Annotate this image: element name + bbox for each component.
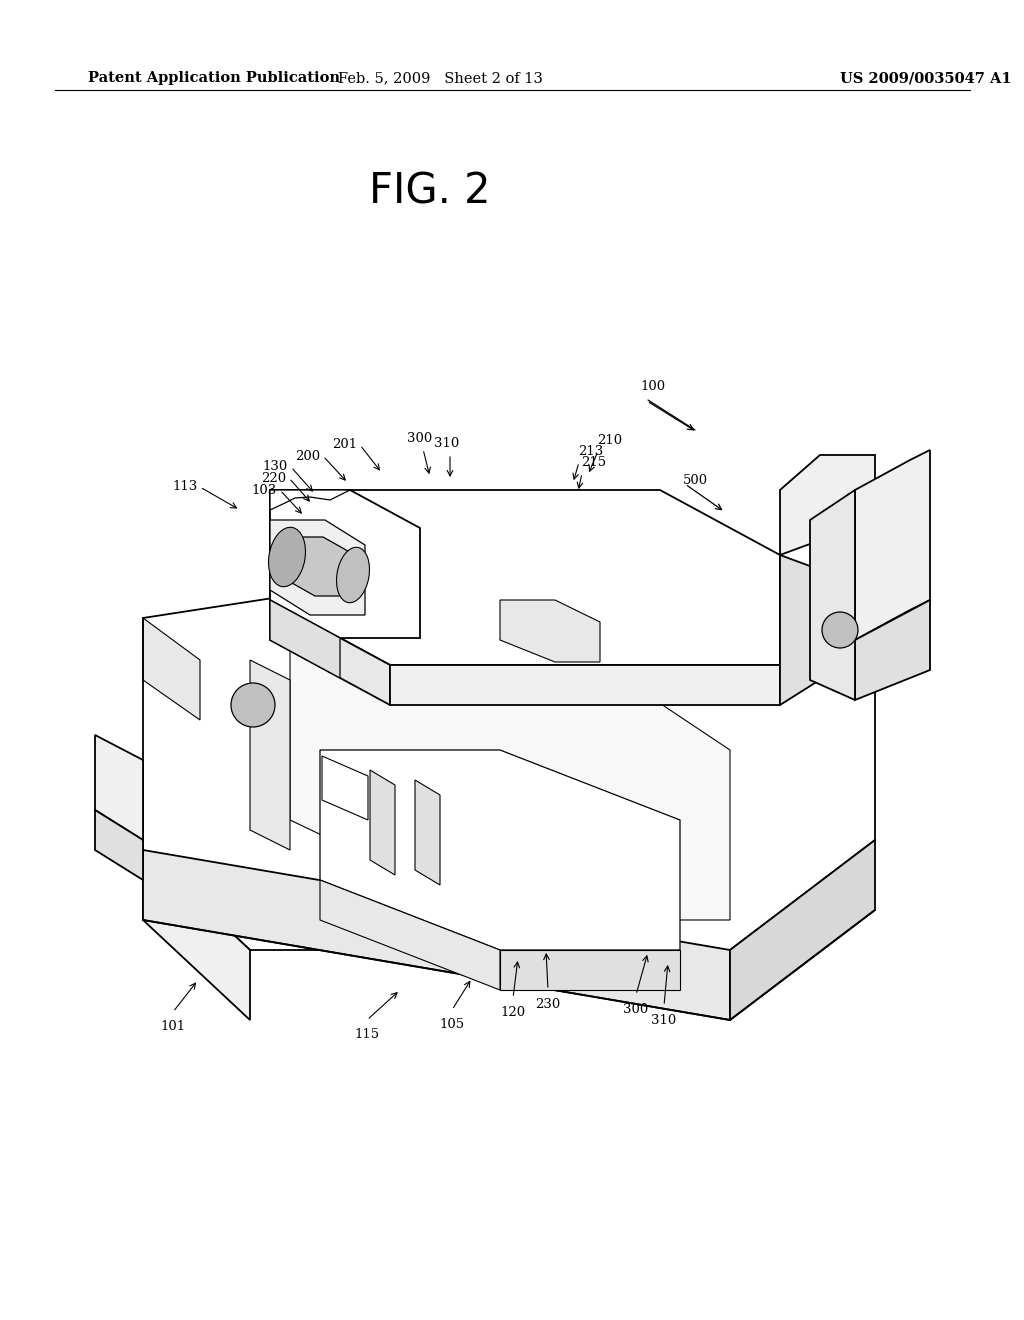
Text: 130: 130 bbox=[263, 461, 288, 474]
Polygon shape bbox=[319, 750, 680, 950]
Text: 230: 230 bbox=[536, 998, 560, 1011]
Polygon shape bbox=[855, 601, 930, 700]
Text: 200: 200 bbox=[295, 450, 319, 462]
Polygon shape bbox=[283, 537, 355, 597]
Polygon shape bbox=[270, 601, 340, 678]
Text: 220: 220 bbox=[261, 471, 286, 484]
Text: 300: 300 bbox=[624, 1003, 648, 1016]
Ellipse shape bbox=[822, 612, 858, 648]
Text: 213: 213 bbox=[578, 445, 603, 458]
Polygon shape bbox=[319, 880, 500, 990]
Text: 101: 101 bbox=[161, 1020, 185, 1034]
Polygon shape bbox=[855, 450, 930, 640]
Polygon shape bbox=[500, 950, 680, 990]
Polygon shape bbox=[143, 618, 200, 719]
Text: 215: 215 bbox=[581, 455, 606, 469]
Polygon shape bbox=[270, 490, 420, 638]
Text: FIG. 2: FIG. 2 bbox=[370, 172, 490, 213]
Polygon shape bbox=[730, 840, 874, 1020]
Text: 103: 103 bbox=[252, 483, 278, 496]
Polygon shape bbox=[270, 490, 780, 665]
Polygon shape bbox=[95, 810, 143, 880]
Polygon shape bbox=[290, 649, 730, 920]
Polygon shape bbox=[390, 665, 780, 705]
Text: 300: 300 bbox=[408, 432, 432, 445]
Polygon shape bbox=[500, 601, 600, 663]
Ellipse shape bbox=[337, 548, 370, 603]
Text: 120: 120 bbox=[501, 1006, 525, 1019]
Ellipse shape bbox=[268, 527, 305, 586]
Text: US 2009/0035047 A1: US 2009/0035047 A1 bbox=[840, 71, 1012, 84]
Ellipse shape bbox=[231, 682, 275, 727]
Polygon shape bbox=[815, 520, 874, 665]
Text: 210: 210 bbox=[597, 434, 623, 447]
Text: 500: 500 bbox=[683, 474, 709, 487]
Text: 310: 310 bbox=[434, 437, 460, 450]
Text: 100: 100 bbox=[640, 380, 666, 393]
Polygon shape bbox=[780, 455, 874, 554]
Text: 115: 115 bbox=[354, 1028, 380, 1041]
Polygon shape bbox=[322, 756, 368, 820]
Polygon shape bbox=[270, 490, 350, 510]
Polygon shape bbox=[143, 850, 250, 1020]
Polygon shape bbox=[143, 850, 730, 1020]
Text: Feb. 5, 2009   Sheet 2 of 13: Feb. 5, 2009 Sheet 2 of 13 bbox=[338, 71, 543, 84]
Text: 105: 105 bbox=[439, 1018, 465, 1031]
Polygon shape bbox=[250, 660, 290, 850]
Polygon shape bbox=[810, 490, 855, 700]
Text: 201: 201 bbox=[332, 438, 357, 451]
Polygon shape bbox=[780, 554, 874, 705]
Text: 310: 310 bbox=[651, 1014, 677, 1027]
Polygon shape bbox=[370, 770, 395, 875]
Polygon shape bbox=[270, 601, 390, 705]
Polygon shape bbox=[143, 560, 874, 950]
Polygon shape bbox=[270, 520, 365, 615]
Text: 113: 113 bbox=[173, 480, 198, 494]
Polygon shape bbox=[95, 735, 143, 840]
Polygon shape bbox=[415, 780, 440, 884]
Text: Patent Application Publication: Patent Application Publication bbox=[88, 71, 340, 84]
